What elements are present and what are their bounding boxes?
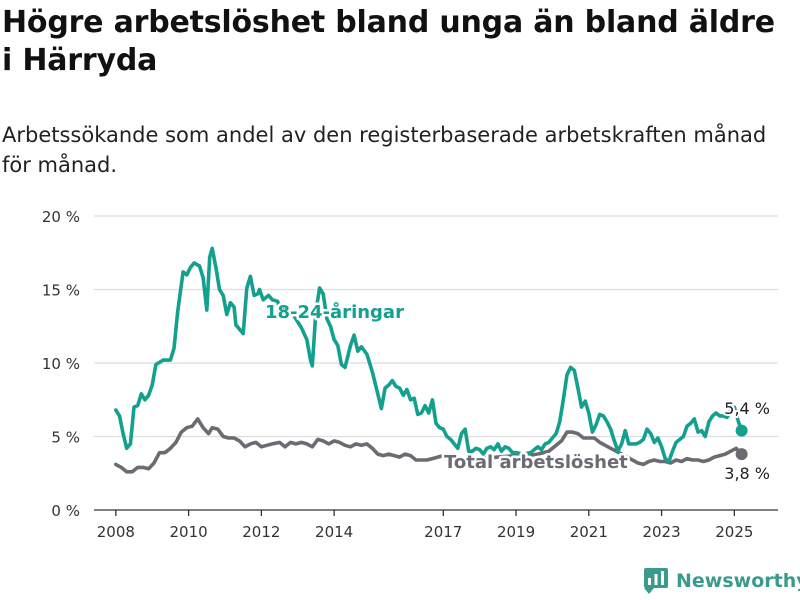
end-point-total bbox=[735, 448, 748, 461]
y-tick-label: 5 % bbox=[51, 429, 80, 447]
y-tick-label: 15 % bbox=[42, 282, 80, 300]
x-axis: 2008 2010 2012 2014 2017 2019 2021 2023 2025 bbox=[94, 509, 778, 541]
x-tick-label: 2017 bbox=[424, 523, 462, 541]
series-line-youth bbox=[114, 246, 744, 464]
y-axis-ticks: 0 % 5 % 10 % 15 % 20 % bbox=[42, 208, 80, 520]
brand-name: Newsworthy bbox=[676, 570, 800, 592]
y-tick-label: 20 % bbox=[42, 208, 80, 226]
end-label-youth: 5,4 % bbox=[724, 399, 770, 418]
series-line-total bbox=[114, 417, 744, 474]
y-tick-label: 0 % bbox=[51, 502, 80, 520]
y-tick-label: 10 % bbox=[42, 355, 80, 373]
series-labels: 18-24-åringar Total arbetslöshet 5,4 % 3,8 … bbox=[263, 299, 773, 486]
x-tick-label: 2014 bbox=[315, 523, 353, 541]
brand-footer: Newsworthy bbox=[644, 568, 800, 594]
x-tick-label: 2008 bbox=[97, 523, 135, 541]
x-tick-label: 2023 bbox=[642, 523, 680, 541]
end-point-youth bbox=[735, 424, 748, 437]
chart-subtitle: Arbetssökande som andel av den registerb… bbox=[2, 123, 767, 177]
x-tick-label: 2010 bbox=[170, 523, 208, 541]
series-label-youth: 18-24-åringar bbox=[265, 301, 404, 323]
grid-lines bbox=[94, 215, 778, 438]
chart-title: Högre arbetslöshet bland unga än bland ä… bbox=[2, 5, 775, 78]
x-tick-label: 2021 bbox=[570, 523, 608, 541]
x-tick-label: 2012 bbox=[242, 523, 280, 541]
series-label-total: Total arbetslöshet bbox=[444, 452, 628, 473]
bar-chart-logo-icon bbox=[644, 568, 668, 594]
end-label-total: 3,8 % bbox=[724, 464, 770, 483]
x-tick-label: 2025 bbox=[715, 523, 753, 541]
x-tick-label: 2019 bbox=[497, 523, 535, 541]
series-lines bbox=[114, 246, 748, 474]
